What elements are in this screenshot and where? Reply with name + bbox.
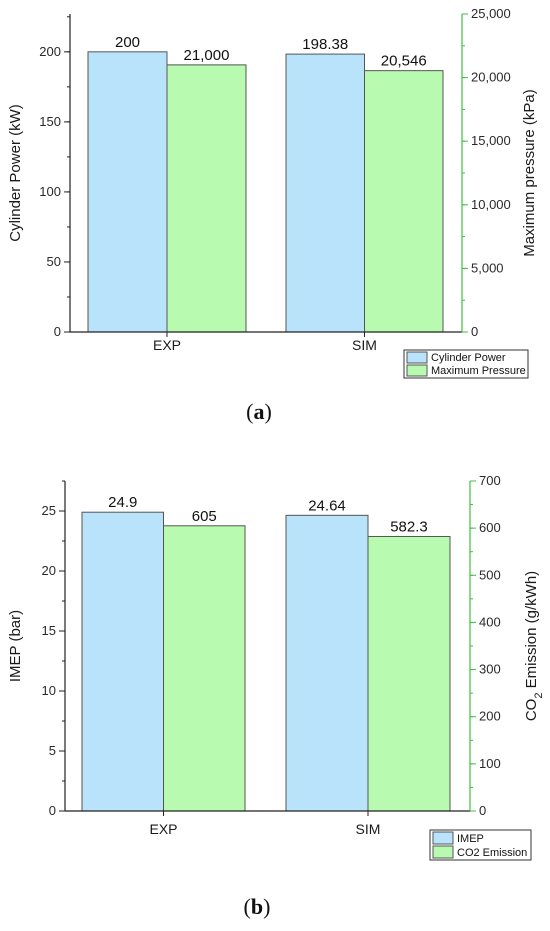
- y-tick-label: 0: [49, 803, 56, 818]
- panel-label: (b): [244, 894, 271, 919]
- y-tick-label: 0: [54, 324, 61, 339]
- chart-panel-a: 200 21,000 EXP 198.38 20,546 SIM 0 50 100 150 200 0…: [7, 6, 538, 424]
- y2-tick-label: 15,000: [471, 133, 511, 148]
- panel-label-letter: b: [251, 894, 263, 919]
- bar-maximum-pressure-sim: [364, 70, 444, 333]
- legend-swatch: [406, 351, 428, 364]
- y-axis-title: Cylinder Power (kW): [7, 104, 24, 242]
- y2-tick-label: 100: [479, 756, 501, 771]
- y-tick-label: 25: [42, 503, 56, 518]
- panel-label-close: ): [265, 399, 272, 424]
- bar-imep-exp: [81, 511, 164, 812]
- y2-tick-label: 600: [479, 520, 501, 535]
- data-label: 605: [192, 508, 217, 525]
- y-tick-label: 100: [39, 184, 61, 199]
- x-tick-label: SIM: [352, 337, 377, 353]
- data-label: 21,000: [184, 47, 230, 64]
- panel-label-open: (: [246, 399, 253, 424]
- y2-tick-label: 0: [479, 803, 486, 818]
- panel-label-close: ): [263, 894, 270, 919]
- y2-tick-label: 200: [479, 709, 501, 724]
- y-tick-label: 5: [49, 743, 56, 758]
- y-tick-label: 200: [39, 44, 61, 59]
- y2-tick-label: 300: [479, 662, 501, 677]
- bar-co2-emission-sim: [367, 535, 451, 812]
- data-label: 24.64: [308, 497, 346, 514]
- y2-tick-label: 0: [471, 324, 478, 339]
- legend-label: Cylinder Power: [431, 352, 506, 364]
- data-label: 20,546: [381, 53, 427, 70]
- panel-label-letter: a: [254, 399, 265, 424]
- chart-panel-b: 24.9 605 EXP 24.64 582.3 SIM 0 5 10 15 20 25 0 100 200…: [7, 473, 545, 919]
- y2-axis-title: CO2 Emission (g/kWh): [523, 571, 545, 721]
- panel-label: (a): [246, 399, 272, 424]
- legend-swatch: [432, 831, 454, 845]
- y-tick-label: 50: [47, 254, 61, 269]
- panel-label-open: (: [244, 894, 251, 919]
- bar-maximum-pressure-exp: [166, 64, 247, 333]
- y2-tick-label: 400: [479, 614, 501, 629]
- legend-label: IMEP: [457, 833, 484, 845]
- bar-imep-sim: [285, 514, 369, 812]
- y-tick-label: 20: [42, 563, 56, 578]
- x-tick-label: EXP: [153, 337, 181, 353]
- data-label: 582.3: [390, 518, 428, 535]
- y2-tick-label: 5,000: [471, 260, 504, 275]
- data-label: 200: [115, 34, 140, 51]
- y-tick-label: 150: [39, 114, 61, 129]
- y2-tick-label: 20,000: [471, 70, 511, 85]
- y2-axis-title: Maximum pressure (kPa): [521, 89, 538, 257]
- y2-tick-label: 700: [479, 473, 501, 488]
- bar-co2-emission-exp: [163, 525, 246, 812]
- x-tick-label: SIM: [356, 821, 381, 837]
- y2-tick-label: 10,000: [471, 197, 511, 212]
- y2-tick-label: 25,000: [471, 6, 511, 21]
- data-label: 24.9: [108, 494, 137, 511]
- x-tick-label: EXP: [149, 821, 177, 837]
- bar-cylinder-power-sim: [285, 53, 365, 333]
- bar-cylinder-power-exp: [87, 51, 168, 333]
- y2-tick-label: 500: [479, 567, 501, 582]
- y-tick-label: 10: [42, 683, 56, 698]
- legend-label: Maximum Pressure: [431, 365, 526, 377]
- data-label: 198.38: [302, 36, 348, 53]
- legend-label: CO2 Emission: [457, 847, 527, 859]
- legend-swatch: [406, 364, 428, 377]
- legend-swatch: [432, 845, 454, 859]
- y-tick-label: 15: [42, 623, 56, 638]
- y-axis-title: IMEP (bar): [7, 610, 24, 682]
